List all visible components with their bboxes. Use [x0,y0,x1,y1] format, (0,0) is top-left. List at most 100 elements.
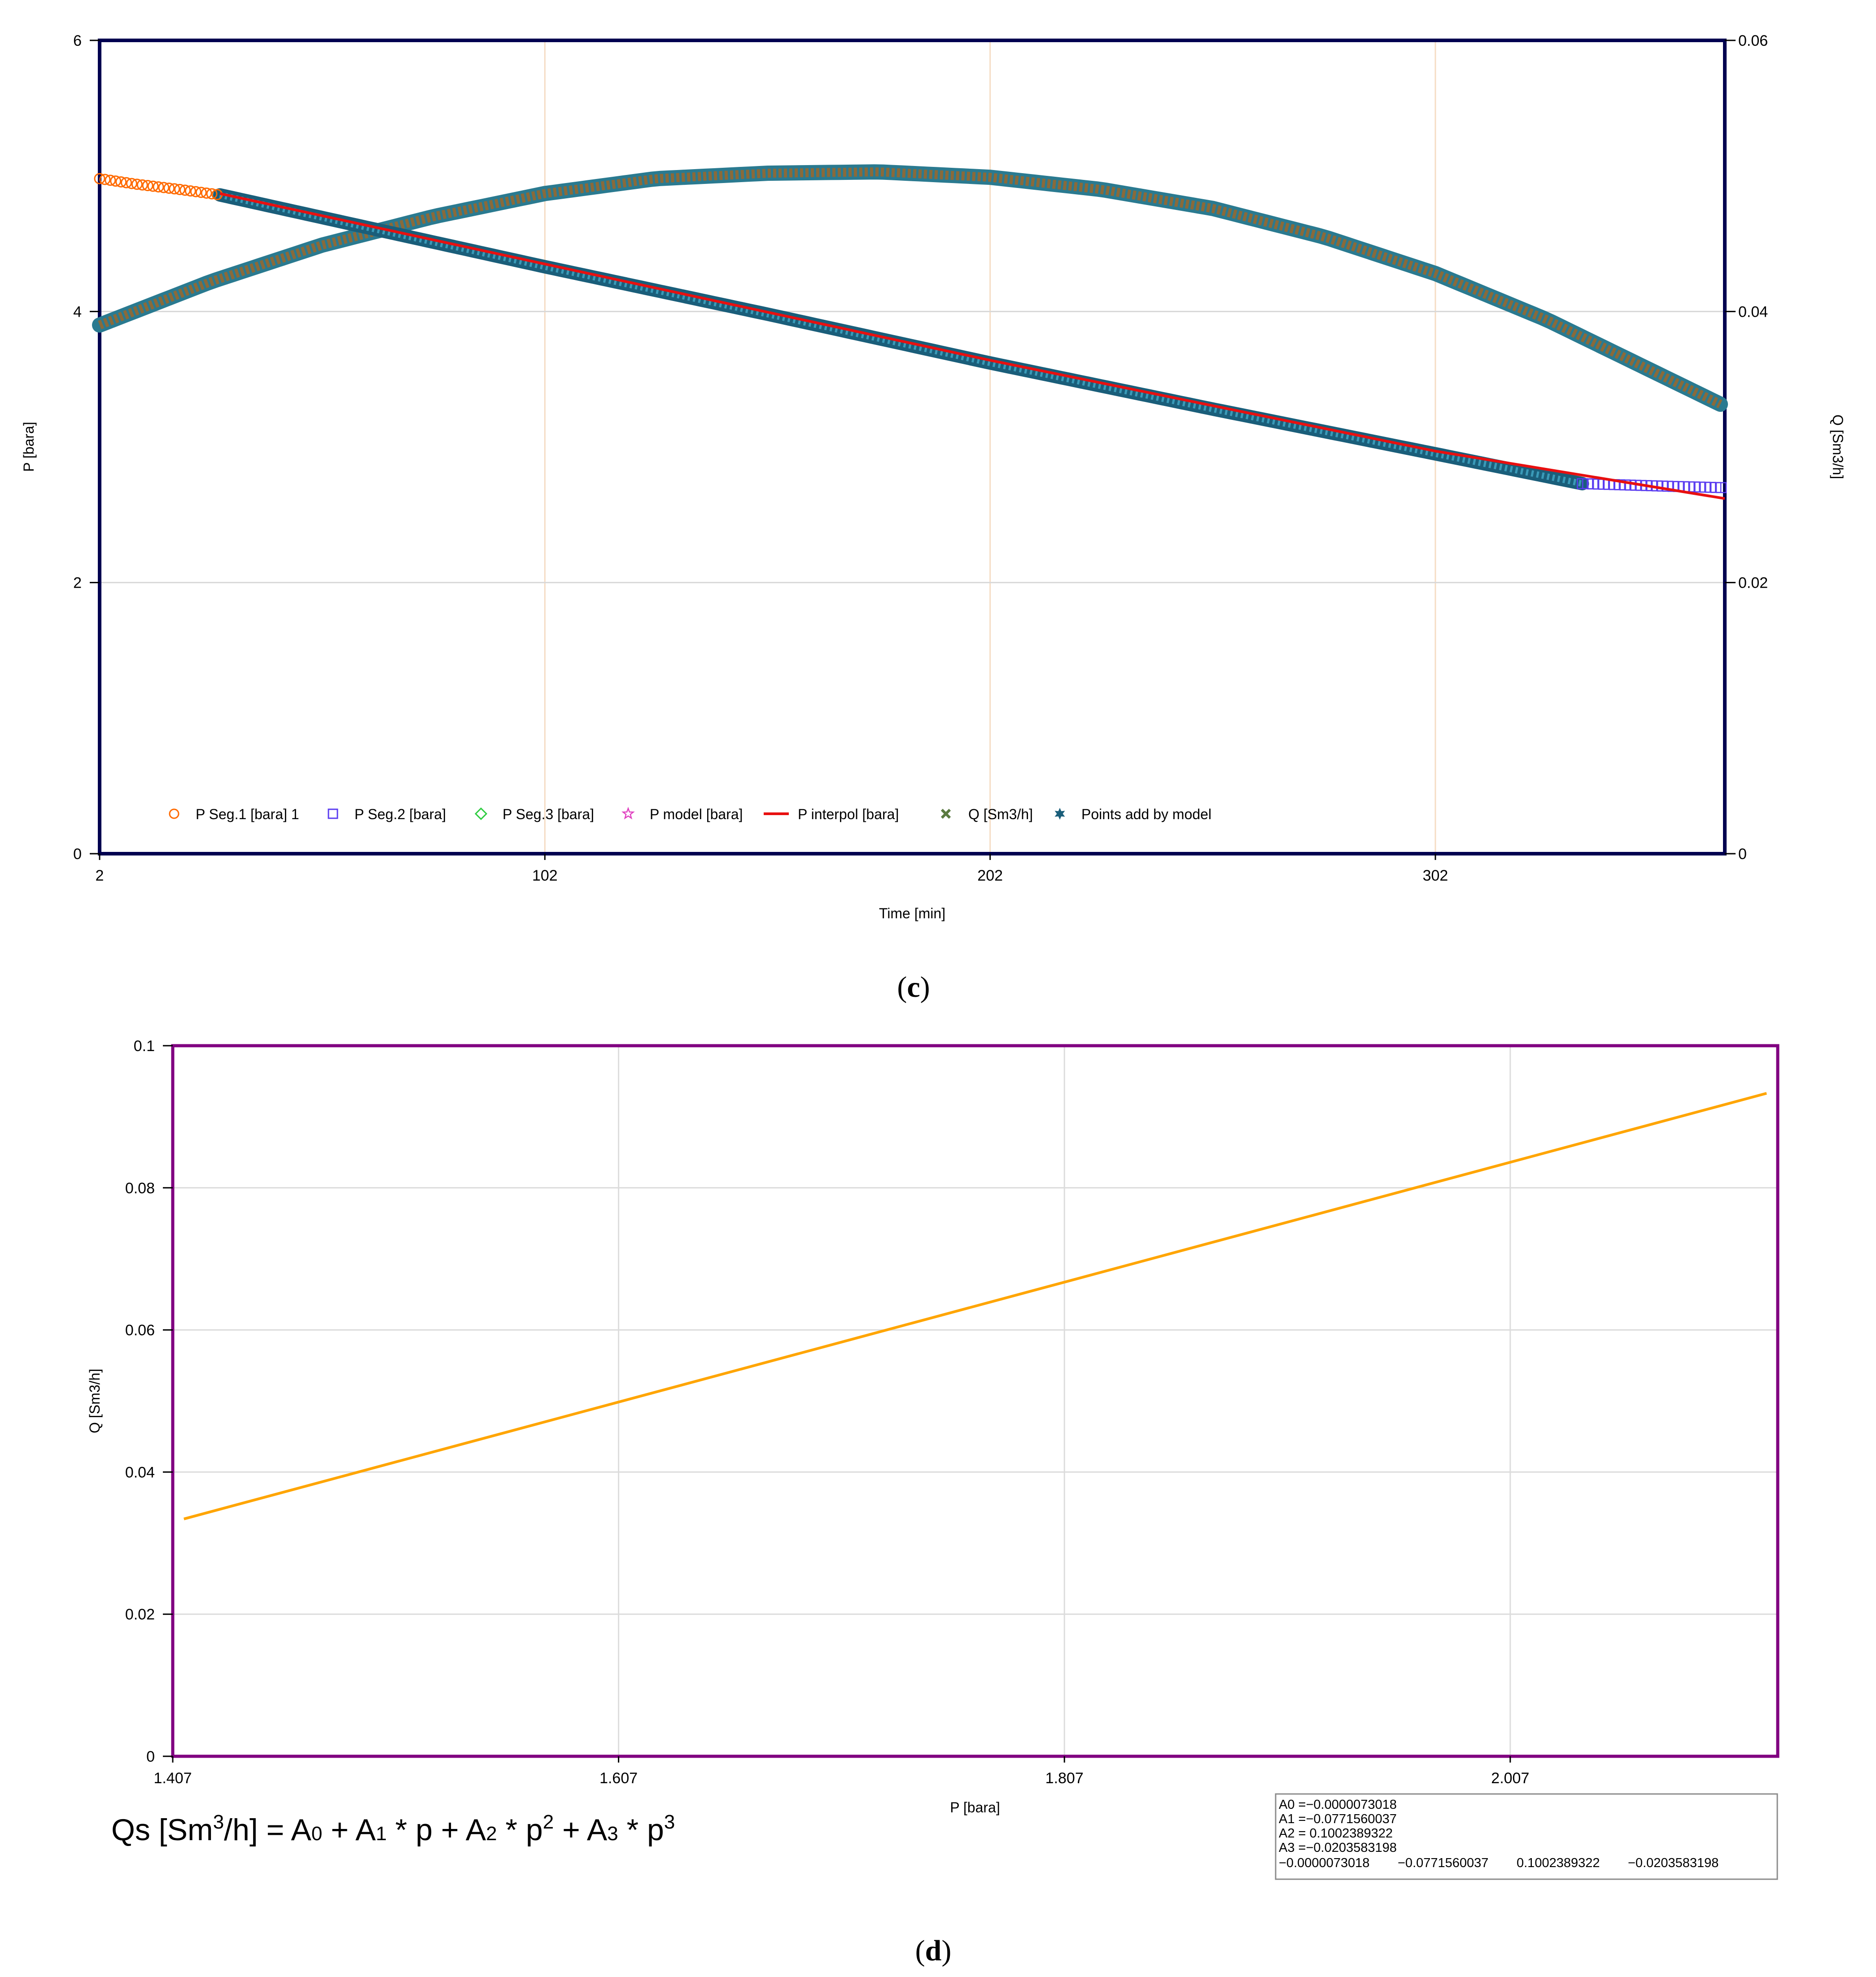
chart-c-legend: P Seg.1 [bara] 1 P Seg.2 [bara] P Seg.3 … [169,806,1211,822]
legend-icon-diamond [474,807,488,820]
series-p-seg1-point [136,179,148,191]
series-p-seg1-point [163,182,175,194]
series-p-seg1-point [206,188,218,200]
series-p-interpol-line [219,192,1725,500]
chart-c-tick-marks [90,39,1736,860]
chart-d-y-tick-label: 0.02 [125,1606,155,1623]
series-p-seg2-point [1715,482,1727,493]
series-p-seg1-point [169,183,180,195]
series-p-seg1-point [142,180,153,192]
formula-text: + A [322,1813,376,1847]
series-points-add-by-model-markers [219,192,1583,487]
chart-d-x-tick-label: 1.807 [1045,1770,1084,1787]
coefficient-line: A2 = 0.1002389322 [1279,1826,1393,1841]
legend-entry-q: Q [Sm3/h] [968,806,1033,822]
formula: Qs [Sm3/h] = A0 + A1 * p + A2 * p2 + A3 … [111,1811,675,1847]
coefficient-row-value: −0.0000073018 [1279,1856,1369,1870]
formula-sup: 2 [543,1811,554,1833]
chart-c-x-tick-label: 302 [1423,867,1448,884]
series-p-seg2 [1577,478,1727,493]
coefficients-box-frame [1275,1793,1778,1880]
chart-c-x-tick-label: 2 [96,867,104,884]
formula-sub: 0 [311,1823,322,1845]
series-p-seg1 [94,173,223,201]
coefficients-box: A0 =−0.0000073018 A1 =−0.0771560037 A2 =… [1275,1793,1778,1880]
chart-d-x-tick-label: 2.007 [1491,1770,1529,1787]
chart-d-y-tick-label: 0.1 [134,1038,155,1055]
chart-d-x-axis-label: P [bara] [950,1799,1000,1816]
formula-text: * p [618,1813,664,1847]
chart-d-y-tick-label: 0.08 [125,1180,155,1197]
legend-entry-points-add-by-model: Points add by model [1081,806,1211,822]
chart-d-y-tick-label: 0.06 [125,1322,155,1339]
caption-c: (c) [897,971,930,1004]
formula-lhs-end: /h] = A [224,1813,311,1847]
chart-c-legend-icons [169,807,1065,820]
formula-text: * p + A [387,1813,486,1847]
legend-entry-p-interpol: P interpol [bara] [798,806,899,822]
chart-c-y-tick-label: 4 [73,303,82,320]
legend-icon-star [621,807,635,820]
series-p-seg1-point [158,182,170,193]
series-p-seg1-point [195,187,207,198]
series-p-seg1-point [99,174,111,185]
series-p-seg1-point [94,173,105,184]
chart-c-y2-tick-label: 0.02 [1738,575,1768,592]
series-p-seg1-point [190,186,201,197]
caption-d: (d) [915,1934,952,1967]
legend-entry-p-model: P model [bara] [650,806,743,822]
legend-icon-circle [169,808,179,819]
series-p-seg1-point [179,184,191,196]
caption-c-letter: c [907,971,920,1004]
chart-d-tick-marks [163,1045,1511,1763]
series-p-seg1-point [201,187,212,199]
chart-c-y2-tick-label: 0.04 [1738,303,1768,320]
legend-entry-p-seg2: P Seg.2 [bara] [354,806,446,822]
chart-c-y-tick-label: 2 [73,575,82,592]
formula-text: * p [497,1813,543,1847]
series-p-seg1-point [174,183,186,195]
chart-c-gridlines [100,40,1725,854]
series-p-seg1-point [105,175,116,186]
chart-c-x-axis-label: Time [min] [879,905,945,921]
series-p-seg1-point [110,175,122,187]
chart-c-y-tick-label: 6 [73,32,82,49]
series-p-seg1-point [184,185,196,197]
series-p-seg1-point [131,179,143,190]
chart-c-x-tick-label: 202 [977,867,1003,884]
caption-d-letter: d [925,1934,942,1967]
series-q-markers [98,167,1723,409]
legend-entry-p-seg3: P Seg.3 [bara] [503,806,594,822]
chart-d-y-tick-label: 0.04 [125,1464,155,1481]
chart-c-y2-tick-label: 0.06 [1738,32,1768,49]
chart-c-y-tick-label: 0 [73,846,82,863]
coefficient-row-value: 0.1002389322 [1517,1856,1600,1870]
formula-text: + A [554,1813,608,1847]
series-p-seg1-point [147,180,159,192]
chart-c-y2-tick-label: 0 [1738,846,1747,863]
coefficient-line: A0 =−0.0000073018 [1279,1798,1397,1812]
coefficient-row-value: −0.0771560037 [1398,1856,1488,1870]
legend-icon-cross [940,808,951,819]
coefficient-row-value: −0.0203583198 [1628,1856,1719,1870]
series-q-vs-p-line [184,1092,1767,1520]
formula-sup: 3 [664,1811,675,1833]
series-p-seg1-point [153,181,164,193]
chart-d-series-layer [184,1092,1767,1520]
chart-c-y2-axis-label: Q [Sm3/h] [1830,415,1846,479]
formula-lhs: Qs [Sm [111,1813,213,1847]
chart-d-x-tick-label: 1.407 [153,1770,192,1787]
chart-c-series-layer [92,164,1728,500]
coefficient-line: A3 =−0.0203583198 [1279,1841,1397,1855]
series-p-seg1-point [126,178,137,189]
series-p-seg1-point [115,176,127,188]
series-p-seg1-point [121,177,132,188]
chart-d-plot-frame [171,1044,1780,1758]
chart-d-y-tick-label: 0 [146,1748,155,1765]
chart-d-x-tick-label: 1.607 [599,1770,638,1787]
series-points-add-by-model [213,188,1589,491]
chart-d-gridlines [173,1046,1778,1756]
chart-c-x-tick-label: 102 [532,867,558,884]
